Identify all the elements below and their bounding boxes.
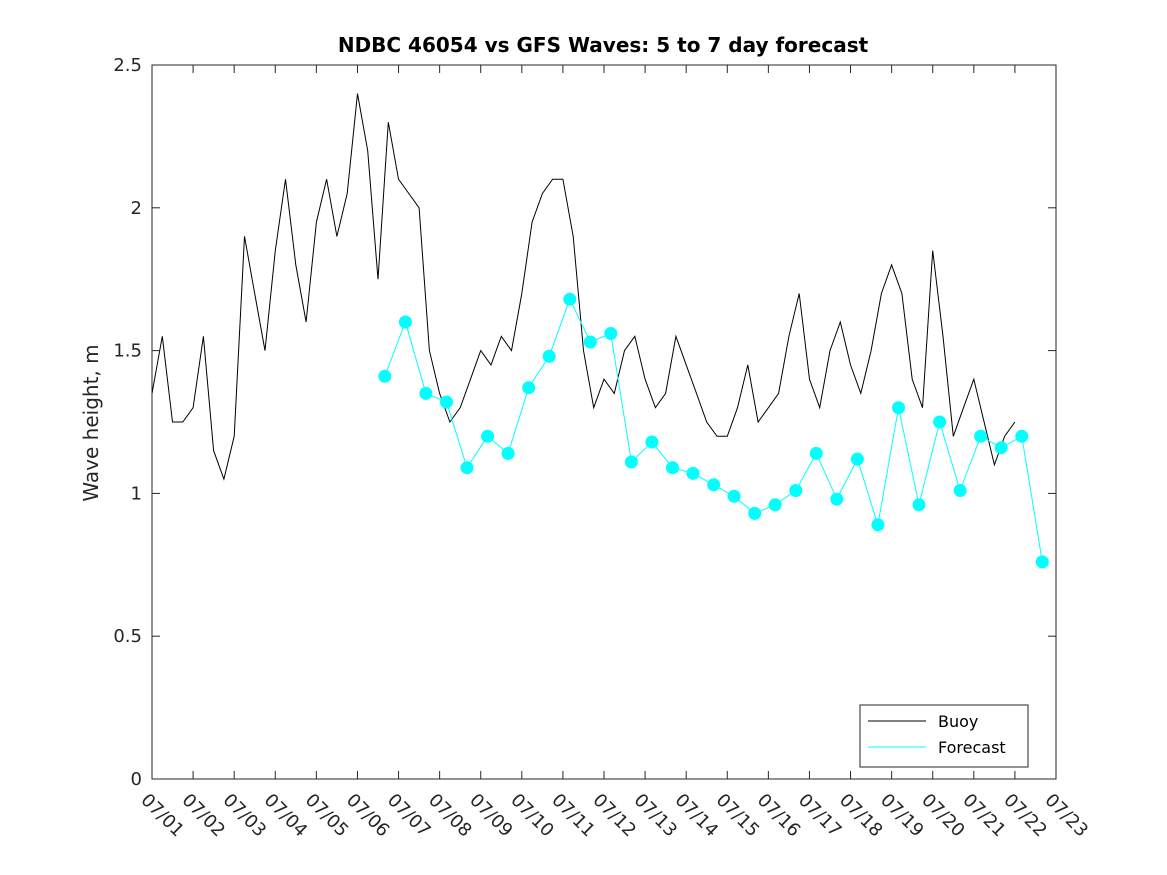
- forecast-point: [912, 498, 926, 512]
- forecast-point: [994, 441, 1008, 455]
- x-tick-label: 07/06: [342, 790, 394, 842]
- x-tick-label: 07/08: [424, 790, 476, 842]
- forecast-point: [871, 518, 885, 532]
- forecast-point: [768, 498, 782, 512]
- legend-box: [859, 704, 1029, 768]
- forecast-point: [624, 455, 638, 469]
- y-tick-label: 2.5: [113, 55, 142, 76]
- y-axis: 0 0.5 1 1.5 2 2.5: [113, 55, 1056, 790]
- forecast-point: [542, 349, 556, 363]
- forecast-point: [666, 461, 679, 475]
- x-tick-label: 07/02: [178, 790, 230, 842]
- x-tick-label: 07/03: [219, 790, 271, 842]
- x-tick-label: 07/16: [753, 790, 805, 842]
- forecast-point: [953, 484, 967, 497]
- plot-area: [151, 64, 1057, 780]
- x-tick-label: 07/04: [260, 790, 312, 842]
- x-tick-label: 07/18: [835, 790, 887, 842]
- y-tick-label: 2: [131, 198, 142, 219]
- y-tick-label: 0.5: [113, 626, 142, 647]
- x-tick-label: 07/17: [794, 790, 846, 842]
- forecast-point: [398, 315, 412, 329]
- x-tick-label: 07/13: [630, 790, 682, 842]
- forecast-point: [604, 327, 618, 340]
- x-tick-label: 07/01: [136, 790, 188, 842]
- chart-title: NDBC 46054 vs GFS Waves: 5 to 7 day fore…: [338, 33, 869, 57]
- x-tick-label: 07/12: [588, 790, 640, 842]
- buoy-series: [151, 93, 1016, 481]
- x-tick-label: 07/05: [301, 790, 353, 842]
- forecast-point: [563, 292, 577, 306]
- x-tick-label: 07/20: [917, 790, 969, 842]
- forecast-point: [974, 429, 988, 443]
- forecast-point: [830, 492, 844, 506]
- x-tick-label: 07/23: [1040, 790, 1092, 842]
- forecast-point: [727, 489, 741, 503]
- forecast-point: [419, 386, 433, 400]
- forecast-point: [378, 369, 392, 383]
- forecast-point: [440, 395, 453, 409]
- y-tick-label: 1.5: [113, 341, 142, 362]
- legend-buoy-label: Buoy: [938, 712, 978, 731]
- x-tick-label: 07/07: [383, 790, 435, 842]
- forecast-point: [850, 452, 864, 466]
- y-axis-label: Wave height, m: [79, 344, 103, 501]
- forecast-series: [378, 292, 1049, 569]
- x-tick-label: 07/15: [712, 790, 764, 842]
- buoy-line: [151, 93, 1016, 481]
- forecast-point: [892, 401, 905, 415]
- y-tick-label: 0: [131, 769, 142, 790]
- legend: Buoy Forecast: [859, 704, 1029, 768]
- forecast-point: [1015, 429, 1029, 443]
- forecast-point: [1035, 555, 1049, 569]
- forecast-point: [460, 461, 474, 475]
- x-tick-label: 07/11: [547, 790, 599, 842]
- forecast-point: [789, 484, 803, 497]
- forecast-point: [707, 478, 721, 492]
- forecast-point: [686, 466, 700, 480]
- forecast-point: [481, 429, 495, 443]
- y-tick-label: 1: [131, 483, 142, 504]
- forecast-point: [748, 506, 762, 520]
- forecast-point: [501, 446, 515, 460]
- forecast-point: [645, 435, 659, 449]
- forecast-point: [933, 415, 947, 429]
- legend-forecast-label: Forecast: [938, 738, 1006, 757]
- x-tick-label: 07/21: [958, 790, 1010, 842]
- x-tick-label: 07/22: [999, 790, 1051, 842]
- x-tick-label: 07/19: [876, 790, 928, 842]
- x-tick-label: 07/14: [671, 790, 723, 842]
- x-tick-label: 07/09: [465, 790, 517, 842]
- x-tick-label: 07/10: [506, 790, 558, 842]
- forecast-point: [809, 446, 823, 460]
- forecast-point: [522, 381, 536, 395]
- forecast-point: [583, 335, 597, 349]
- plot-frame: [151, 64, 1057, 780]
